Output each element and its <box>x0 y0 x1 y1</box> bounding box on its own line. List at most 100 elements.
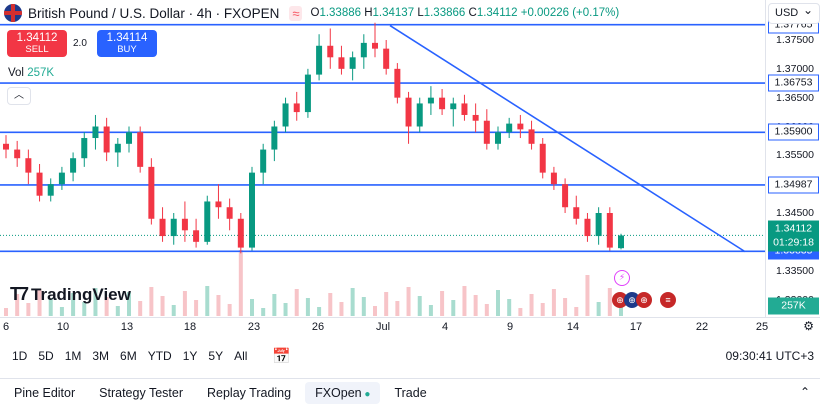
candle-body <box>137 132 144 167</box>
time-axis[interactable]: ⚙ 6 10 13 18 23 26 Jul 4 9 14 17 22 25 <box>0 317 820 335</box>
countdown-label: 01:29:18 <box>768 234 819 252</box>
price-tick-label: 1.33500 <box>776 264 814 277</box>
sell-label: SELL <box>25 44 49 55</box>
volume-bar <box>238 250 243 316</box>
time-tick-label: 25 <box>755 321 769 333</box>
candle-body <box>338 57 345 69</box>
range-ytd[interactable]: YTD <box>147 349 172 363</box>
gbpusd-flag-icon <box>4 4 22 22</box>
candle-body <box>148 166 155 219</box>
volume-bar <box>104 297 109 316</box>
volume-bar <box>607 288 612 316</box>
price-scale[interactable]: 1.375001.370001.365001.360001.355001.350… <box>765 0 820 317</box>
range-5d[interactable]: 5D <box>38 349 54 363</box>
bottom-panel-tabs: ⌃ Pine Editor Strategy Tester Replay Tradi… <box>0 378 820 407</box>
candle-body <box>427 97 434 104</box>
candle-body <box>606 213 613 248</box>
candle-body <box>316 45 323 75</box>
range-1d[interactable]: 1D <box>12 349 28 363</box>
volume-bar <box>82 302 87 316</box>
price-level-label[interactable]: 1.36753 <box>768 74 819 92</box>
range-3m[interactable]: 3M <box>92 349 110 363</box>
uk-flag-event-icon[interactable]: ⊕ <box>636 292 652 308</box>
buy-label: BUY <box>117 44 137 55</box>
utc-clock[interactable]: 09:30:41 UTC+3 <box>725 349 814 363</box>
candle-body <box>595 213 602 237</box>
candle-body <box>517 123 524 130</box>
market-status-icon[interactable]: ≈ <box>289 5 303 21</box>
currency-dropdown[interactable]: USD <box>768 1 820 24</box>
symbol-title[interactable]: British Pound / U.S. Dollar · 4h · FXOPE… <box>28 5 280 21</box>
price-chart[interactable] <box>0 0 765 317</box>
range-1y[interactable]: 1Y <box>182 349 198 363</box>
volume-bar <box>428 305 433 316</box>
tab-strategy-tester[interactable]: Strategy Tester <box>99 386 183 400</box>
collapse-legend-button[interactable]: ︿ <box>7 87 31 105</box>
volume-bar <box>529 294 534 316</box>
price-level-label[interactable]: 1.34987 <box>768 176 819 194</box>
candle-body <box>193 230 200 242</box>
volume-bar <box>395 301 400 316</box>
volume-bar <box>194 300 199 316</box>
candle-body <box>126 132 132 144</box>
candle-body <box>271 126 278 150</box>
candle-body <box>3 143 9 150</box>
time-tick-label: 6 <box>2 321 10 333</box>
tab-trade[interactable]: Trade <box>394 386 427 400</box>
candle-body <box>215 201 222 208</box>
time-tick-label: 17 <box>629 321 643 333</box>
candle-body <box>416 103 423 127</box>
volume-bar <box>373 306 377 316</box>
maximize-panel-icon[interactable]: ⌃ <box>799 385 810 399</box>
price-level-label[interactable]: 1.35900 <box>768 123 819 141</box>
candle-body <box>550 172 557 185</box>
volume-bar <box>171 305 176 316</box>
candle-body <box>394 68 401 98</box>
volume-bar <box>294 289 299 316</box>
volume-bar <box>71 293 76 316</box>
range-1m[interactable]: 1M <box>64 349 82 363</box>
volume-bar <box>261 308 266 316</box>
candle-body <box>584 218 591 237</box>
volume-bar <box>473 295 478 316</box>
volume-label: Vol <box>8 67 24 79</box>
tab-pine-editor[interactable]: Pine Editor <box>14 386 76 400</box>
volume-bar <box>127 292 131 316</box>
time-tick-label: 10 <box>56 321 70 333</box>
candle-body <box>14 149 21 159</box>
buy-button[interactable]: 1.34114 BUY <box>97 30 157 57</box>
volume-bar <box>250 299 254 316</box>
candle-body <box>170 218 177 237</box>
price-tick-label: 1.36500 <box>776 91 814 104</box>
ohlc-values: O1.33886 H1.34137 L1.33866 C1.34112 +0.0… <box>310 7 620 19</box>
range-5y[interactable]: 5Y <box>208 349 224 363</box>
time-tick-label: Jul <box>375 321 391 333</box>
price-tick-label: 1.34500 <box>776 207 814 219</box>
range-6m[interactable]: 6M <box>120 349 137 363</box>
candle-body <box>237 218 244 248</box>
tab-fxopen[interactable]: FXOpen ● <box>305 382 381 404</box>
time-tick-label: 14 <box>566 321 580 333</box>
volume-bar <box>596 302 601 316</box>
sell-button[interactable]: 1.34112 SELL <box>7 30 67 57</box>
us-flag-event-icon[interactable]: ≡ <box>660 292 676 308</box>
candle-body <box>506 123 513 133</box>
candle-body <box>293 103 300 113</box>
candle-body <box>528 129 535 144</box>
volume-scale-label: 257K <box>768 297 819 315</box>
candle-body <box>25 158 32 173</box>
volume-legend: Vol 257K <box>8 67 54 79</box>
settings-gear-icon[interactable]: ⚙ <box>803 319 814 333</box>
lightning-event-icon[interactable]: ⚡ <box>614 270 630 286</box>
calendar-goto-icon[interactable]: 📅 <box>272 348 292 365</box>
volume-bar <box>317 307 322 316</box>
volume-bar <box>272 294 277 316</box>
volume-bar <box>328 293 333 316</box>
price-tick-label: 1.37000 <box>776 62 814 75</box>
range-all[interactable]: All <box>234 349 248 363</box>
time-tick-label: 26 <box>311 321 325 333</box>
volume-bar <box>518 308 523 316</box>
volume-bar <box>227 304 232 316</box>
tab-replay-trading[interactable]: Replay Trading <box>207 386 292 400</box>
last-price-label[interactable]: 1.34112 <box>768 220 819 238</box>
